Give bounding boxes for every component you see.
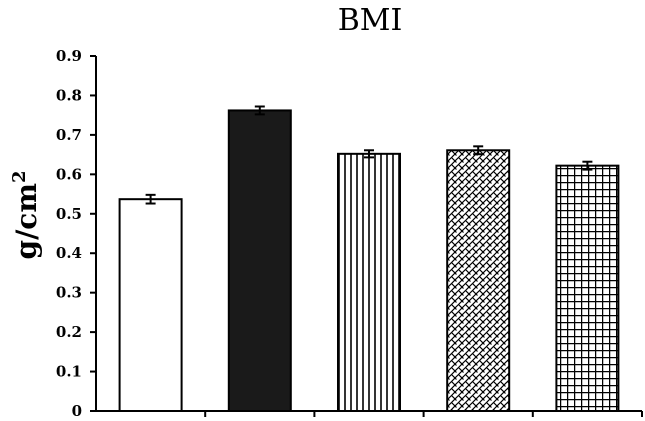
y-axis-label: g/cm2 [9, 170, 43, 259]
y-axis-label-base: g/cm [10, 183, 43, 259]
chart-title: BMI [338, 3, 403, 38]
y-tick-label: 0.9 [56, 47, 82, 65]
y-tick-label: 0.7 [56, 126, 82, 144]
y-axis-label-superscript: 2 [9, 170, 30, 183]
bar-3 [337, 152, 401, 412]
y-tick-label: 0.1 [56, 363, 82, 381]
bars [118, 109, 620, 413]
y-tick-label: 0 [72, 402, 82, 420]
y-tick-label: 0.3 [56, 284, 82, 302]
bar-4 [446, 149, 511, 412]
bar-1 [118, 198, 183, 412]
bar-2 [227, 109, 292, 413]
error-bars [145, 105, 593, 205]
y-tick-label: 0.4 [56, 244, 82, 262]
y-tick-label: 0.8 [56, 86, 82, 104]
bar-5 [555, 164, 620, 412]
y-tick-label: 0.6 [56, 165, 82, 183]
y-tick-label: 0.2 [56, 323, 82, 341]
y-tick-label: 0.5 [56, 205, 82, 223]
y-axis-ticks: 0 0.1 0.2 0.3 0.4 0.5 0.6 0.7 0.8 0.9 [56, 47, 96, 420]
